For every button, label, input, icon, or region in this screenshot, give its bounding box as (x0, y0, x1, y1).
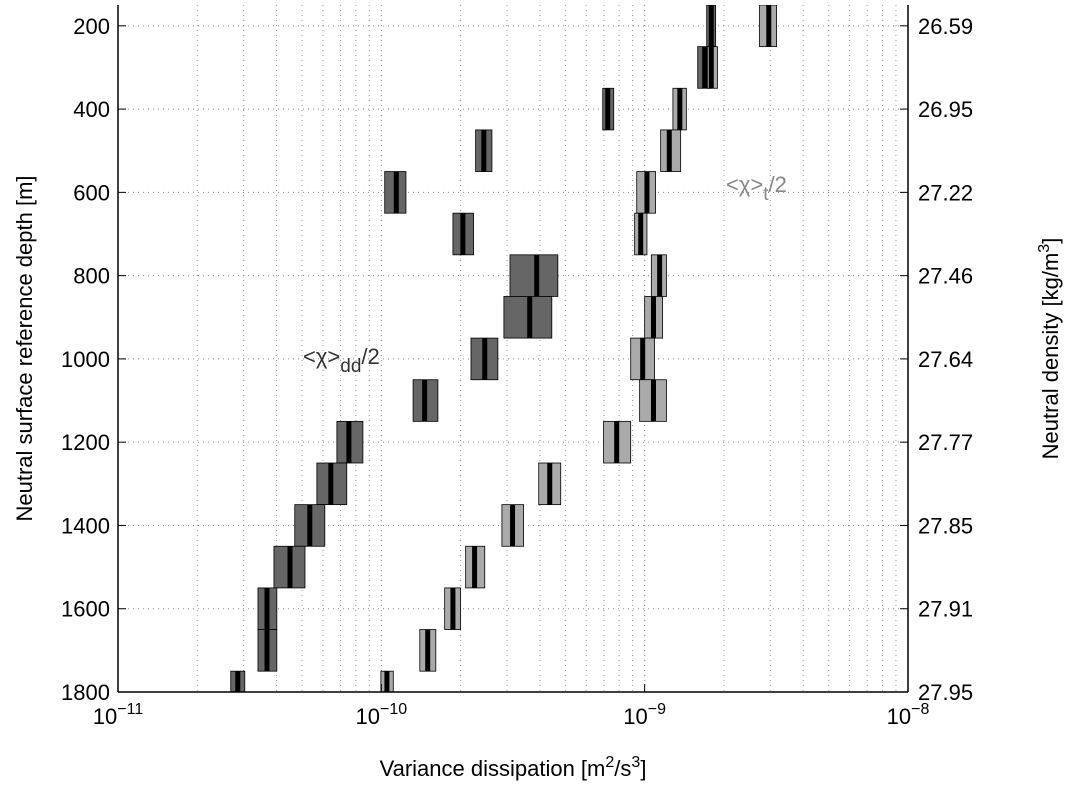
median-bar (702, 46, 708, 89)
median-bar (425, 629, 431, 672)
y-tick-label: 1000 (61, 347, 110, 372)
y2-axis-label: Neutral density [kg/m3] (1036, 238, 1063, 460)
tick-exponent: −11 (117, 701, 143, 718)
x-tick-label: 10−9 (623, 701, 666, 729)
median-bar (644, 171, 650, 214)
y-axis-label: Neutral surface reference depth [m] (12, 175, 37, 521)
median-bar (614, 421, 620, 463)
tick-base: 10 (356, 704, 380, 729)
annotation-main: <χ> (303, 344, 340, 369)
y2-tick-label: 26.59 (918, 14, 973, 39)
median-bar (307, 504, 313, 547)
plot-area (230, 5, 778, 692)
y-tick-label: 600 (73, 180, 110, 205)
median-bar (481, 129, 487, 172)
y-tick-label: 1600 (61, 597, 110, 622)
annotation-suffix: /2 (769, 172, 787, 197)
y2-tick-label: 27.64 (918, 347, 973, 372)
y-tick-label: 800 (73, 264, 110, 289)
y2-tick-label: 27.77 (918, 430, 973, 455)
median-bar (346, 421, 352, 463)
median-bar (677, 88, 683, 130)
y2-tick-label: 27.46 (918, 264, 973, 289)
tick-exponent: −10 (380, 701, 407, 718)
median-bar (393, 171, 399, 214)
y2-tick-label: 27.22 (918, 180, 973, 205)
median-bar (510, 504, 516, 547)
y2-tick-label: 27.95 (918, 680, 973, 705)
median-bar (666, 129, 672, 172)
median-bar (708, 46, 714, 89)
superscript: 2 (605, 754, 614, 771)
tick-exponent: −8 (911, 701, 929, 718)
median-bar (708, 5, 714, 47)
median-bar (450, 587, 456, 630)
tick-base: 10 (887, 704, 911, 729)
median-bar (264, 587, 270, 630)
median-bar (547, 463, 553, 505)
annotation-subscript: t (763, 184, 769, 205)
median-bar (527, 296, 533, 339)
tick-base: 10 (623, 704, 647, 729)
label-part: Neutral density [kg/m (1038, 253, 1063, 460)
x-tick-label: 10−10 (356, 701, 408, 729)
range-box (509, 254, 559, 297)
tick-base: 10 (93, 704, 117, 729)
y-tick-label: 1200 (61, 430, 110, 455)
annotation: <χ>dd/2 (303, 344, 380, 377)
median-bar (422, 379, 428, 422)
median-bar (472, 546, 478, 588)
y-tick-label: 200 (73, 14, 110, 39)
y-tick-label: 1400 (61, 513, 110, 538)
label-part: /s (614, 756, 631, 781)
x-axis-label: Variance dissipation [m2/s3] (380, 754, 647, 781)
median-bar (460, 213, 466, 255)
median-bar (650, 296, 656, 339)
median-bar (650, 379, 656, 422)
median-bar (384, 671, 390, 692)
median-bar (264, 629, 270, 672)
median-bar (534, 254, 540, 297)
y2-tick-label: 26.95 (918, 97, 973, 122)
x-tick-label: 10−11 (93, 701, 144, 729)
median-bar (287, 546, 293, 588)
annotation-main: <χ> (726, 172, 763, 197)
superscript: 3 (631, 754, 640, 771)
median-bar (640, 338, 646, 380)
median-bar (766, 5, 772, 47)
y-tick-label: 1800 (61, 680, 110, 705)
label-part: Variance dissipation [m (380, 756, 606, 781)
tick-exponent: −9 (648, 701, 666, 718)
median-bar (235, 671, 241, 692)
median-bar (482, 338, 488, 380)
annotation-subscript: dd (340, 356, 361, 377)
label-part: ] (640, 756, 646, 781)
x-tick-label: 10−8 (887, 701, 930, 729)
y-tick-label: 400 (73, 97, 110, 122)
annotation: <χ>t/2 (726, 172, 787, 205)
y2-tick-label: 27.85 (918, 513, 973, 538)
annotation-suffix: /2 (361, 344, 379, 369)
median-bar (328, 463, 334, 505)
median-bar (657, 254, 663, 297)
y2-tick-label: 27.91 (918, 597, 973, 622)
median-bar (605, 88, 611, 130)
label-part: ] (1038, 238, 1063, 244)
superscript: 3 (1036, 244, 1053, 253)
median-bar (638, 213, 644, 255)
